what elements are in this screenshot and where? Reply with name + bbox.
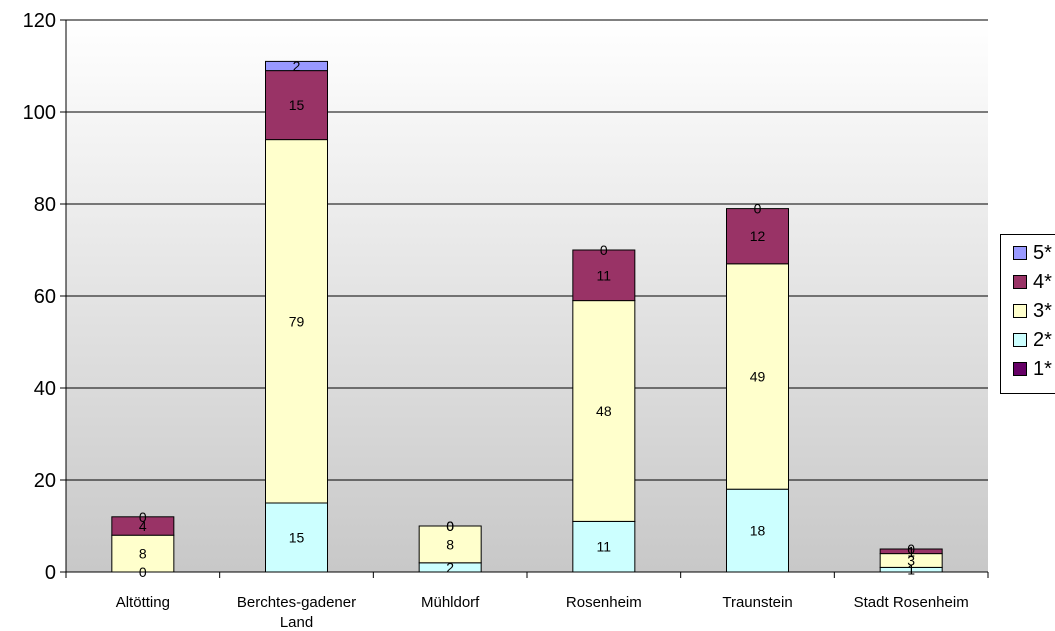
data-label: 8	[446, 536, 454, 552]
bar-segment	[418, 525, 482, 564]
legend-swatch	[1013, 362, 1027, 376]
y-tick-label: 60	[34, 286, 56, 308]
x-tick-label: Berchtes-gadener	[237, 594, 356, 611]
data-label: 0	[446, 518, 454, 534]
data-label: 15	[289, 530, 305, 546]
legend-item: 4*	[1013, 270, 1052, 294]
bars	[111, 60, 943, 573]
bar-segment	[726, 263, 789, 490]
y-tick-label: 80	[34, 194, 56, 216]
legend-label: 3*	[1033, 299, 1052, 322]
data-label: 12	[750, 228, 766, 244]
y-tick-label: 0	[45, 562, 56, 584]
data-label: 0	[139, 509, 147, 525]
x-tick-label: Altötting	[116, 594, 170, 611]
data-label: 8	[139, 546, 147, 562]
bar-segment	[572, 249, 636, 302]
bar-segment	[572, 300, 636, 522]
data-label: 1	[907, 543, 915, 559]
legend-item: 5*	[1013, 241, 1052, 265]
data-label: 18	[750, 523, 766, 539]
gridlines	[66, 19, 988, 481]
data-label: 0	[907, 541, 915, 557]
bar-segment	[726, 488, 789, 573]
data-label: 0	[446, 518, 454, 534]
y-tick-label: 120	[23, 10, 56, 32]
x-tick-label: Rosenheim	[566, 594, 642, 611]
data-label: 3	[907, 553, 915, 569]
legend-swatch	[1013, 246, 1027, 260]
y-tick-label: 40	[34, 378, 56, 400]
legend-label: 1*	[1033, 357, 1052, 380]
legend-item: 2*	[1013, 328, 1052, 352]
data-label: 48	[596, 403, 612, 419]
data-label: 0	[754, 201, 762, 217]
legend-item: 1*	[1013, 357, 1052, 381]
bar-segment	[879, 548, 943, 555]
data-label: 79	[289, 313, 305, 329]
bar-segment	[111, 534, 175, 573]
data-label: 2	[293, 58, 301, 74]
data-label: 0	[600, 242, 608, 258]
data-label: 2	[446, 559, 454, 575]
data-label: 15	[289, 97, 305, 113]
y-tick-label: 100	[23, 102, 56, 124]
data-label: 1	[907, 562, 915, 578]
legend-label: 2*	[1033, 328, 1052, 351]
legend-swatch	[1013, 304, 1027, 318]
legend-label: 4*	[1033, 270, 1052, 293]
bar-segment	[726, 208, 789, 265]
x-tick-label: Stadt Rosenheim	[854, 594, 969, 611]
legend-swatch	[1013, 333, 1027, 347]
y-tick-label: 20	[34, 470, 56, 492]
x-axis-ticks: Altötting Berchtes-gadener Land Mühldorf Ros…	[65, 572, 989, 631]
x-tick-label: Mühldorf	[421, 594, 480, 611]
x-tick-label: Land	[280, 614, 313, 631]
x-tick-label: Traunstein	[722, 594, 792, 611]
bar-segment	[265, 60, 328, 72]
legend-label: 5*	[1033, 241, 1052, 264]
legend-item: 3*	[1013, 299, 1052, 323]
data-label: 11	[597, 539, 612, 555]
data-label: 11	[597, 267, 612, 283]
y-axis-ticks: 0 20 40 60 80 100 120	[23, 10, 66, 584]
legend-swatch	[1013, 275, 1027, 289]
bar-segment	[111, 516, 175, 536]
data-label: 49	[750, 369, 766, 385]
legend: 5* 4* 3* 2* 1*	[1000, 234, 1055, 394]
data-label: 4	[139, 518, 147, 534]
